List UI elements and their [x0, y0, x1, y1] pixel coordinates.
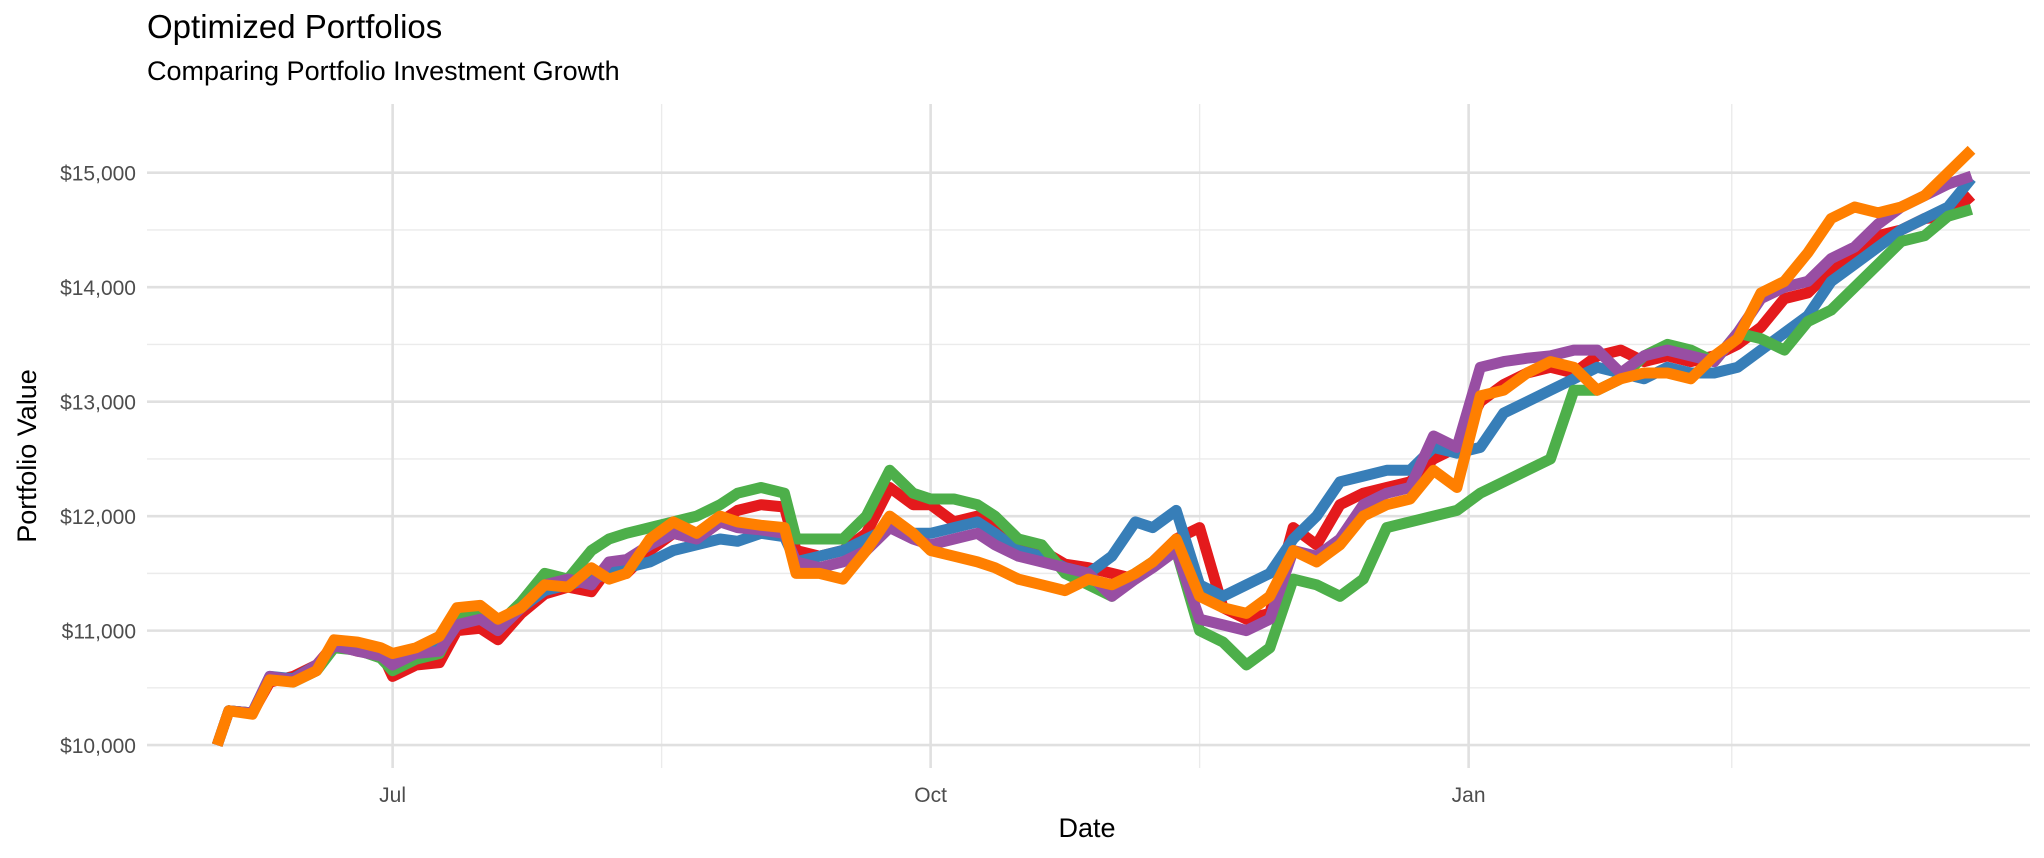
- x-tick-label: Jan: [1452, 784, 1486, 807]
- x-axis-title: Date: [1058, 813, 1115, 843]
- x-tick-label: Oct: [914, 784, 947, 807]
- x-axis-tick-labels: Jul Oct Jan: [379, 784, 1485, 807]
- minor-gridlines: [147, 104, 2030, 768]
- y-tick-label: $12,000: [60, 506, 136, 529]
- series-line-2: [211, 174, 1976, 747]
- major-gridlines: [147, 104, 2030, 768]
- y-axis-tick-labels: $10,000 $11,000 $12,000 $13,000 $14,000 $15,0…: [60, 163, 136, 758]
- series-line-1: [211, 191, 1976, 747]
- y-tick-label: $14,000: [60, 277, 136, 300]
- y-tick-label: $10,000: [60, 735, 136, 758]
- y-tick-label: $15,000: [60, 163, 136, 186]
- series-line-5: [211, 145, 1976, 747]
- y-axis-title: Portfolio Value: [12, 369, 42, 543]
- y-tick-label: $13,000: [60, 392, 136, 415]
- series-line-3: [211, 204, 1974, 747]
- chart-subtitle: Comparing Portfolio Investment Growth: [147, 56, 620, 86]
- series-lines: [211, 145, 1976, 747]
- chart-title: Optimized Portfolios: [147, 8, 443, 45]
- y-tick-label: $11,000: [62, 621, 136, 644]
- x-tick-label: Jul: [379, 784, 406, 807]
- series-line-4: [211, 170, 1974, 747]
